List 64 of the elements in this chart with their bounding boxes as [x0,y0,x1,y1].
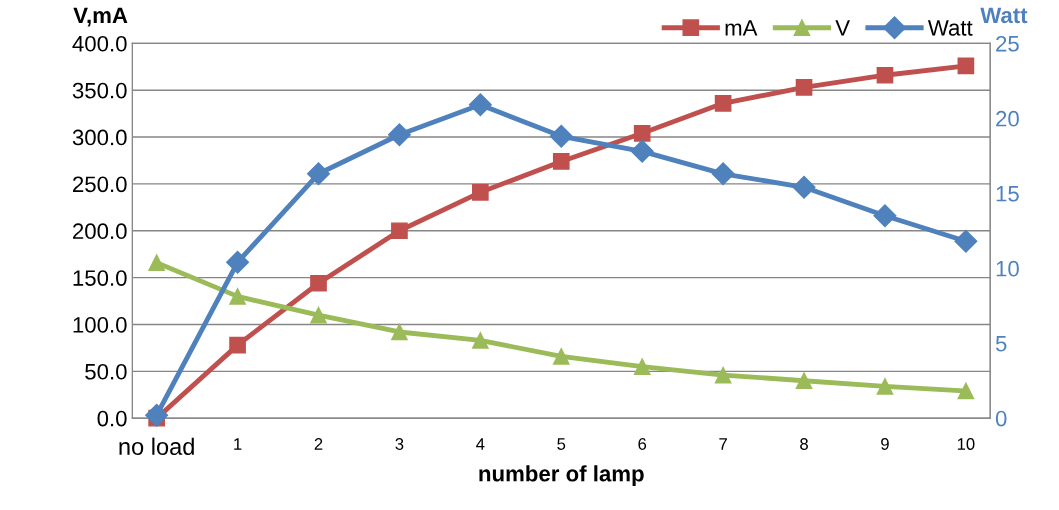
y2-tick-label: 20 [996,110,1019,127]
point [795,372,813,390]
y2-tick-label: 10 [996,260,1019,277]
point [310,274,327,292]
x-tick-label: 6 [638,438,647,450]
point [633,124,651,142]
point [711,162,735,186]
y-tick-label: 150.0 [73,270,127,286]
point [229,288,246,305]
y2-tick-label: 25 [996,35,1019,52]
point [552,153,570,170]
x-tick-label: no load [119,437,194,455]
y-tick-label: 0.0 [97,410,127,427]
x-tick-label: 10 [957,438,975,450]
x-tick-label: 7 [719,438,727,450]
legend-label: mA [725,20,758,36]
point [391,222,408,240]
point [307,162,330,186]
x-tick-label: 3 [395,438,404,450]
x-tick-label: 2 [314,438,323,450]
point [957,382,975,400]
x-tick-label: 9 [881,438,889,450]
point [472,184,489,201]
point [633,358,651,375]
y2-tick-label: 15 [996,186,1019,202]
x-axis-title: number of lamp [479,465,644,486]
point [714,94,732,112]
point [148,254,165,271]
point [472,332,489,349]
y2-axis-title: Watt [980,7,1028,24]
y2-tick-label: 5 [995,335,1007,352]
x-tick-label: 4 [476,438,485,450]
point [145,403,169,427]
point [468,93,492,117]
point [310,306,327,324]
y-tick-label: 250.0 [73,176,127,193]
point [391,323,408,341]
y-tick-label: 100.0 [73,317,127,333]
y-tick-label: 50.0 [85,363,127,380]
point [229,336,246,354]
point [630,139,654,163]
x-tick-label: 5 [557,438,566,450]
y-tick-label: 300.0 [72,129,127,146]
y2-tick-label: 0 [995,410,1007,427]
x-tick-label: 8 [800,438,808,450]
point [387,123,411,147]
point [873,204,897,228]
legend-label: V [835,20,850,36]
point [552,348,570,365]
y-tick-label: 400.0 [72,35,127,52]
x-tick-label: 1 [234,438,242,450]
y-tick-label: 350.0 [72,82,127,99]
point [792,175,816,199]
point [549,124,573,148]
point [954,229,978,253]
point [876,66,894,84]
point [226,250,250,274]
point [957,57,975,75]
y-tick-label: 200.0 [73,223,127,240]
point [714,366,732,384]
legend-label: Watt [927,20,973,36]
y-axis-title: V,mA [73,7,128,27]
point [795,79,813,96]
point [876,378,894,395]
